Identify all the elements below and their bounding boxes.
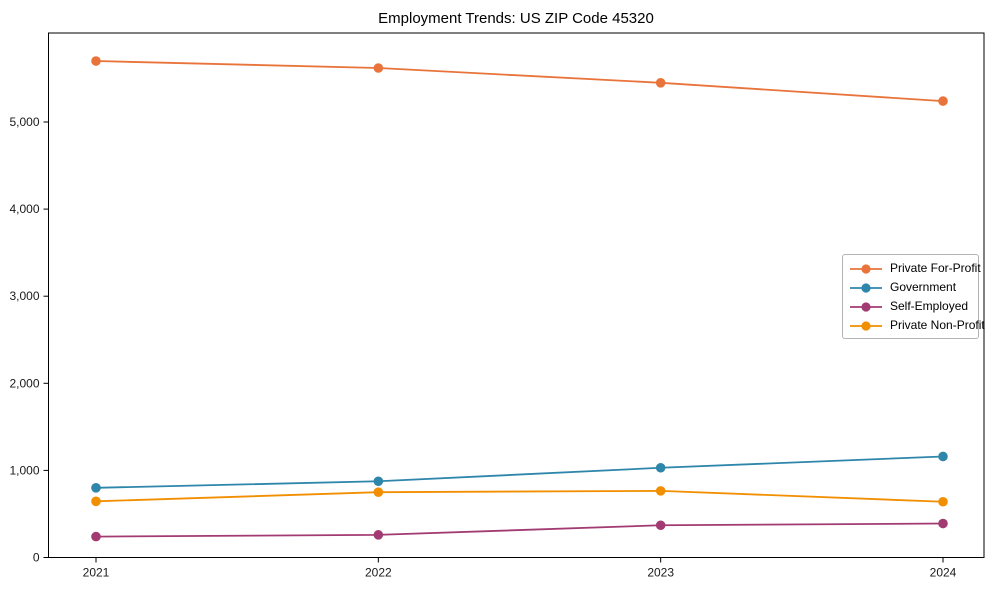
data-point-2021 bbox=[91, 483, 101, 493]
legend-label: Private Non-Profit bbox=[890, 317, 985, 332]
y-tick-label: 5,000 bbox=[9, 115, 39, 129]
legend-item-self-employed: Self-Employed bbox=[849, 297, 972, 315]
x-tick-label: 2021 bbox=[83, 566, 110, 580]
x-tick-label: 2023 bbox=[647, 566, 674, 580]
y-tick-label: 4,000 bbox=[9, 202, 39, 216]
data-point-2022 bbox=[373, 476, 384, 487]
data-point-2024 bbox=[938, 496, 948, 507]
legend-item-private-for-profit: Private For-Profit bbox=[849, 259, 981, 277]
data-point-2022 bbox=[373, 530, 384, 540]
data-point-2021 bbox=[91, 531, 101, 542]
chart-legend: Private For-Profit Government Self-Emplo… bbox=[842, 254, 985, 339]
y-tick-label: 1,000 bbox=[9, 463, 39, 477]
legend-line-dot-icon bbox=[849, 300, 883, 312]
legend-label: Private For-Profit bbox=[890, 261, 981, 276]
legend-label: Government bbox=[890, 280, 957, 295]
series-line-private-for-profit bbox=[95, 60, 944, 102]
series-line-government bbox=[95, 455, 944, 489]
chart-title: Employment Trends: US ZIP Code 45320 bbox=[378, 10, 654, 27]
legend-line-dot-icon bbox=[849, 262, 883, 274]
data-point-2024 bbox=[938, 96, 948, 106]
y-tick-label: 3,000 bbox=[9, 289, 39, 303]
legend-item-private-non-profit: Private Non-Profit bbox=[849, 316, 985, 334]
data-point-2023 bbox=[655, 462, 666, 473]
data-point-2024 bbox=[938, 518, 948, 529]
legend-line-dot-icon bbox=[849, 281, 883, 293]
series-line-private-non-profit bbox=[95, 489, 944, 503]
y-tick-label: 0 bbox=[33, 551, 40, 565]
data-point-2023 bbox=[655, 486, 666, 496]
legend-item-government: Government bbox=[849, 278, 972, 296]
axes-spines bbox=[48, 32, 985, 558]
data-point-2022 bbox=[373, 487, 384, 497]
data-point-2022 bbox=[373, 63, 384, 73]
x-tick-label: 2022 bbox=[365, 566, 392, 580]
legend-line-dot-icon bbox=[849, 319, 883, 331]
data-point-2023 bbox=[655, 520, 666, 531]
x-tick-label: 2024 bbox=[930, 566, 957, 580]
data-point-2023 bbox=[655, 78, 666, 88]
data-point-2021 bbox=[91, 496, 101, 507]
series-line-self-employed bbox=[95, 522, 944, 538]
legend-label: Self-Employed bbox=[890, 298, 969, 313]
y-tick-label: 2,000 bbox=[9, 376, 39, 390]
data-point-2024 bbox=[938, 451, 948, 462]
data-point-2021 bbox=[91, 56, 101, 66]
